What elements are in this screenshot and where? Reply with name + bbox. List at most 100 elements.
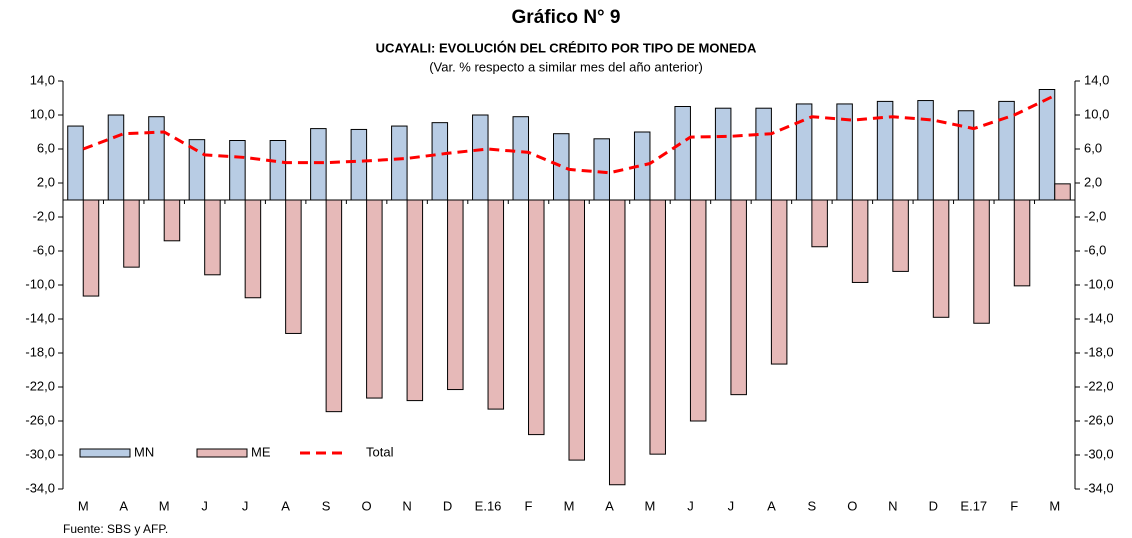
x-tick-label: N (888, 498, 897, 513)
y2-tick-label: -2,0 (1084, 208, 1106, 223)
bar (67, 125, 84, 201)
x-tick-label: E.16 (475, 498, 502, 513)
chart-title: Gráfico N° 9 (512, 7, 621, 28)
bar (851, 199, 869, 283)
bar (229, 140, 246, 201)
x-tick-label: J (728, 498, 735, 513)
y-tick-label: 10,0 (30, 106, 55, 121)
bar (391, 125, 408, 201)
line (82, 94, 1056, 175)
x-tick-label: N (402, 498, 411, 513)
y-tick-label: -22,0 (25, 378, 55, 393)
bar (1038, 89, 1056, 201)
legend-swatch (196, 448, 248, 458)
legend-label: MN (134, 444, 154, 459)
x-tick-label: D (929, 498, 938, 513)
y-tick-label: 14,0 (30, 72, 55, 87)
x-tick-label: E.17 (960, 498, 987, 513)
y-tick-label: -6,0 (33, 242, 55, 257)
bar (730, 199, 747, 396)
bar (487, 199, 505, 410)
bar (917, 100, 934, 201)
y-tick-label: -10,0 (25, 276, 55, 291)
y2-tick-label: 2,0 (1084, 174, 1102, 189)
bar (447, 199, 464, 391)
y-tick-label: -26,0 (25, 412, 55, 427)
bar (269, 140, 287, 201)
chart-subtitle: UCAYALI: EVOLUCIÓN DEL CRÉDITO POR TIPO … (376, 40, 757, 55)
chart-note: (Var. % respecto a similar mes del año a… (429, 59, 703, 74)
bar (82, 199, 100, 297)
y2-tick-label: -10,0 (1084, 276, 1114, 291)
bar (755, 107, 772, 201)
bar (689, 199, 707, 422)
y2-tick-label: 6,0 (1084, 140, 1102, 155)
y-tick-label: -2,0 (33, 208, 55, 223)
x-tick-label: O (847, 498, 857, 513)
bar (350, 128, 368, 201)
bar (1054, 183, 1071, 201)
bar (163, 199, 181, 242)
legend-label: ME (251, 444, 271, 459)
bar (957, 110, 975, 201)
bar (244, 199, 262, 299)
y-tick-label: -18,0 (25, 344, 55, 359)
x-tick-label: F (525, 498, 533, 513)
bar (431, 122, 449, 201)
y2-tick-label: -30,0 (1084, 446, 1114, 461)
bar (608, 199, 626, 486)
bar (714, 107, 732, 201)
bar (1013, 199, 1031, 287)
y2-tick-label: 10,0 (1084, 106, 1109, 121)
bar (528, 199, 545, 436)
bar (310, 128, 327, 201)
y2-tick-label: -14,0 (1084, 310, 1114, 325)
bar (674, 106, 691, 201)
bar (932, 199, 950, 318)
bar (649, 199, 666, 455)
bar (285, 199, 302, 334)
bar (593, 138, 610, 201)
y-tick-label: -34,0 (25, 480, 55, 495)
x-tick-label: A (605, 498, 614, 513)
y2-tick-label: -6,0 (1084, 242, 1106, 257)
bar (973, 199, 990, 324)
bar (148, 116, 165, 201)
x-tick-label: O (362, 498, 372, 513)
bar (811, 199, 828, 248)
y2-tick-label: -18,0 (1084, 344, 1114, 359)
x-tick-label: J (242, 498, 249, 513)
bar (406, 199, 424, 402)
legend-swatch (79, 448, 131, 458)
bar (123, 199, 140, 268)
source: Fuente: SBS y AFP. (63, 522, 168, 536)
y-tick-label: -14,0 (25, 310, 55, 325)
y-tick-label: 2,0 (37, 174, 55, 189)
y2-tick-label: -26,0 (1084, 412, 1114, 427)
x-tick-label: S (322, 498, 331, 513)
x-tick-label: S (808, 498, 817, 513)
x-tick-label: M (564, 498, 575, 513)
bar (366, 199, 383, 399)
y2-tick-label: -22,0 (1084, 378, 1114, 393)
bar (795, 103, 813, 201)
legend-label: Total (366, 444, 394, 459)
bar (204, 199, 221, 276)
y-tick-label: 6,0 (37, 140, 55, 155)
y2-tick-label: 14,0 (1084, 72, 1109, 87)
x-tick-label: A (281, 498, 290, 513)
x-tick-label: D (443, 498, 452, 513)
x-tick-label: M (645, 498, 656, 513)
x-tick-label: A (767, 498, 776, 513)
x-tick-label: J (687, 498, 694, 513)
x-tick-label: A (119, 498, 128, 513)
bar (770, 199, 788, 365)
x-tick-label: M (159, 498, 170, 513)
x-tick-label: F (1010, 498, 1018, 513)
bar (512, 116, 530, 201)
x-tick-label: M (78, 498, 89, 513)
bar (107, 114, 125, 201)
bar (892, 199, 909, 272)
